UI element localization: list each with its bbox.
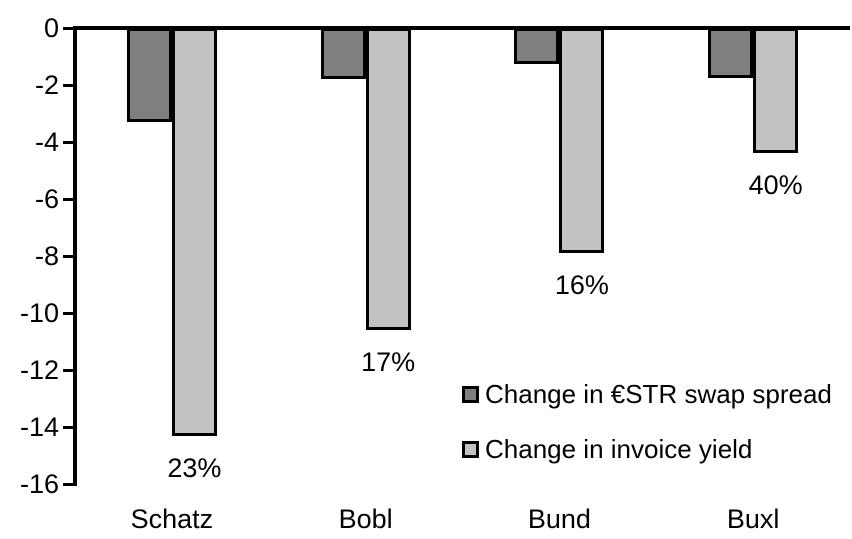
bar-swap-spread-bobl	[320, 28, 366, 80]
x-axis-category-label-bund: Bund	[527, 504, 591, 534]
legend-label-swap-spread: Change in €STR swap spread	[485, 379, 832, 409]
y-axis-tick	[63, 368, 76, 372]
legend-item-invoice-yield: Change in invoice yield	[462, 433, 832, 465]
y-axis-tick-label: -2	[34, 69, 59, 100]
y-axis-tick-label: -10	[19, 297, 59, 328]
y-axis-tick-label: -6	[34, 183, 59, 214]
bar-invoice-yield-schatz	[171, 28, 217, 436]
bar-swap-spread-buxl	[708, 28, 754, 78]
bar-invoice-yield-buxl	[753, 28, 799, 154]
legend: Change in €STR swap spread Change in inv…	[462, 378, 832, 465]
data-label-bund: 16%	[554, 270, 609, 301]
data-label-bobl: 17%	[361, 347, 416, 378]
y-axis-tick-label: -8	[34, 240, 59, 271]
x-axis-category-label-buxl: Buxl	[726, 504, 780, 534]
legend-label-invoice-yield: Change in invoice yield	[485, 434, 753, 464]
y-axis-tick-label: -16	[19, 468, 59, 499]
y-axis-tick	[63, 26, 76, 30]
y-axis-tick	[63, 482, 76, 486]
y-axis-tick	[63, 425, 76, 429]
legend-swatch-invoice-yield	[462, 440, 479, 458]
y-axis-tick	[63, 197, 76, 201]
y-axis-tick-label: -12	[19, 354, 59, 385]
data-label-schatz: 23%	[167, 452, 222, 483]
y-axis-tick	[63, 140, 76, 144]
y-axis-tick	[63, 83, 76, 87]
bar-invoice-yield-bobl	[365, 28, 411, 331]
y-axis-tick	[63, 254, 76, 258]
y-axis-tick-label: -14	[19, 411, 59, 442]
x-axis-category-label-schatz: Schatz	[130, 504, 214, 534]
y-axis-tick	[63, 311, 76, 315]
y-axis-tick-label: 0	[43, 12, 59, 43]
data-label-buxl: 40%	[748, 170, 803, 201]
bar-invoice-yield-bund	[559, 28, 605, 254]
bar-swap-spread-bund	[514, 28, 560, 64]
x-axis-zero-line	[73, 26, 850, 30]
legend-swatch-swap-spread	[462, 385, 479, 403]
x-axis-category-label-bobl: Bobl	[338, 504, 393, 534]
legend-item-swap-spread: Change in €STR swap spread	[462, 378, 832, 410]
bar-swap-spread-schatz	[126, 28, 172, 123]
y-axis-tick-label: -4	[34, 126, 59, 157]
